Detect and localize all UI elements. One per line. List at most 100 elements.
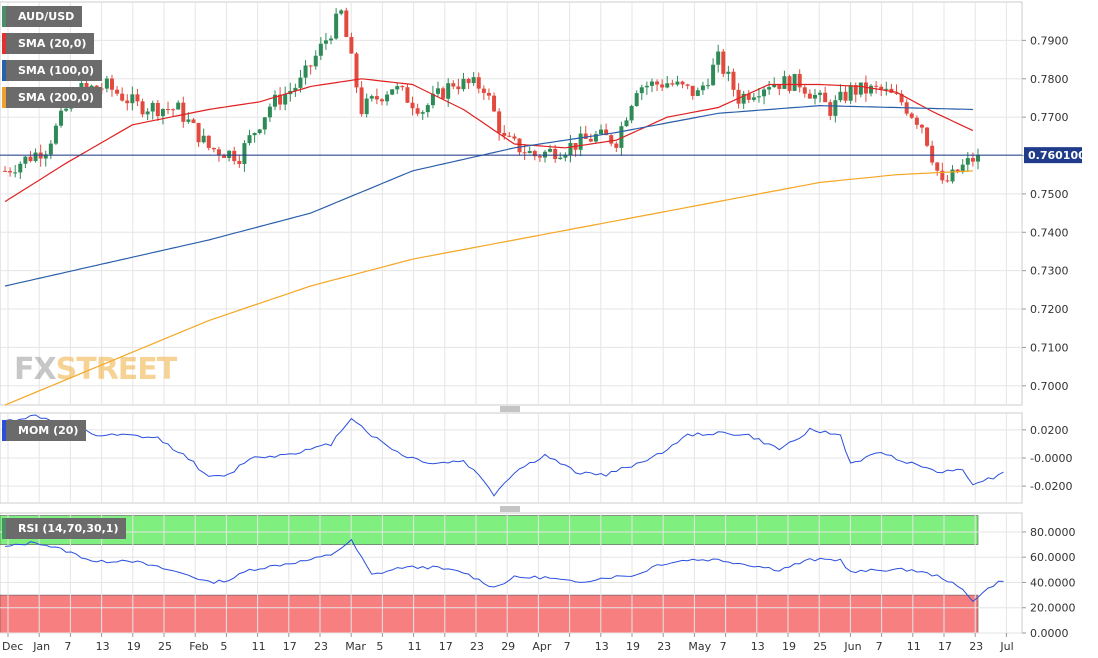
- candle-body: [293, 87, 298, 91]
- candle-body: [308, 65, 313, 67]
- candle-body: [965, 158, 970, 165]
- candle-body: [395, 86, 400, 90]
- candle-body: [879, 86, 884, 90]
- candle-body: [486, 92, 491, 96]
- candle-body: [772, 84, 777, 88]
- y-tick-label: 0.7500: [1030, 188, 1069, 201]
- candle-body: [634, 93, 639, 107]
- y-tick-label: 0.7000: [1030, 380, 1069, 393]
- candle-body: [339, 10, 344, 14]
- rsi-line: [4, 538, 1004, 603]
- candle-body: [374, 96, 379, 100]
- candle-body: [940, 170, 945, 181]
- candle-body: [670, 83, 675, 85]
- candle-body: [767, 87, 772, 90]
- candle-body: [858, 82, 863, 95]
- price-tag-label: 0.760100: [1028, 149, 1086, 162]
- candle-body: [726, 71, 731, 74]
- candle-body: [756, 96, 761, 98]
- candle-body: [527, 150, 532, 154]
- x-tick-label: 11: [252, 640, 266, 653]
- candle-body: [599, 129, 604, 135]
- candle-body: [115, 89, 120, 94]
- candle-body: [955, 169, 960, 173]
- candle-body: [329, 38, 334, 41]
- x-tick-label: 23: [314, 640, 328, 653]
- candle-body: [59, 110, 64, 126]
- candle-body: [807, 93, 812, 99]
- candle-body: [186, 119, 191, 122]
- candle-body: [853, 85, 858, 95]
- candle-body: [925, 127, 930, 146]
- legend-sma20[interactable]: SMA (20,0): [2, 33, 95, 54]
- legend-audusd[interactable]: AUD/USD: [2, 6, 83, 27]
- candle-body: [206, 135, 211, 148]
- candle-body: [420, 112, 425, 114]
- candle-body: [53, 125, 58, 144]
- candle-body: [125, 100, 130, 104]
- candle-body: [451, 83, 456, 87]
- candle-body: [181, 102, 186, 122]
- candle-body: [711, 64, 716, 86]
- candle-body: [497, 111, 502, 133]
- y-tick-label: -0.0000: [1030, 452, 1072, 465]
- candle-body: [731, 71, 736, 90]
- candle-body: [323, 40, 328, 44]
- rsi-overbought-band: [0, 515, 979, 545]
- candle-body: [222, 155, 227, 158]
- x-tick-label: 19: [782, 640, 796, 653]
- y-tick-label: -0.0200: [1030, 480, 1072, 493]
- candle-body: [812, 94, 817, 99]
- candle-body: [232, 150, 237, 161]
- x-axis: Dec Jan 7 13 19 25 Feb 5 11 17 23 Mar 5 11 17 23 29 Apr 7 1…: [2, 633, 1014, 653]
- legend-sma100[interactable]: SMA (100,0): [2, 60, 103, 81]
- candle-body: [13, 172, 18, 174]
- candle-body: [252, 133, 257, 136]
- candle-body: [869, 85, 874, 94]
- sma-line-1: [4, 104, 973, 287]
- candle-body: [777, 84, 782, 89]
- candle-body: [349, 37, 354, 54]
- candle-body: [935, 162, 940, 171]
- candle-body: [354, 53, 359, 88]
- candle-body: [313, 55, 318, 67]
- candle-body: [476, 77, 481, 89]
- candle-body: [930, 145, 935, 163]
- sma-line-2: [4, 170, 973, 406]
- candle-body: [145, 111, 150, 115]
- candle-body: [532, 150, 537, 157]
- candle-body: [537, 156, 542, 158]
- candle-body: [721, 51, 726, 74]
- candle-body: [797, 73, 802, 88]
- candle-body: [706, 85, 711, 87]
- candle-body: [492, 95, 497, 112]
- candle-body: [405, 87, 410, 103]
- candle-body: [359, 87, 364, 115]
- candle-body: [843, 91, 848, 101]
- candle-body: [609, 135, 614, 144]
- candle-body: [660, 84, 665, 88]
- legend-mom[interactable]: MOM (20): [2, 420, 87, 441]
- candle-body: [919, 124, 924, 128]
- x-tick-label: Mar: [345, 640, 366, 653]
- candle-body: [135, 94, 140, 102]
- legend-rsi[interactable]: RSI (14,70,30,1): [2, 518, 127, 539]
- x-tick-label: 5: [220, 640, 227, 653]
- x-tick-label: 23: [657, 640, 671, 653]
- candle-body: [237, 160, 242, 165]
- candle-body: [48, 143, 53, 155]
- candle-body: [950, 169, 955, 182]
- x-tick-label: Apr: [532, 640, 552, 653]
- candle-body: [838, 91, 843, 101]
- x-tick-label: 17: [283, 640, 297, 653]
- legend-sma200[interactable]: SMA (200,0): [2, 87, 103, 108]
- candle-body: [436, 88, 441, 94]
- x-tick-label: 7: [876, 640, 883, 653]
- candle-body: [400, 86, 405, 88]
- candle-body: [191, 119, 196, 123]
- candle-body: [649, 81, 654, 86]
- candle-body: [563, 154, 568, 158]
- candle-body: [3, 170, 7, 172]
- candle-body: [242, 143, 247, 165]
